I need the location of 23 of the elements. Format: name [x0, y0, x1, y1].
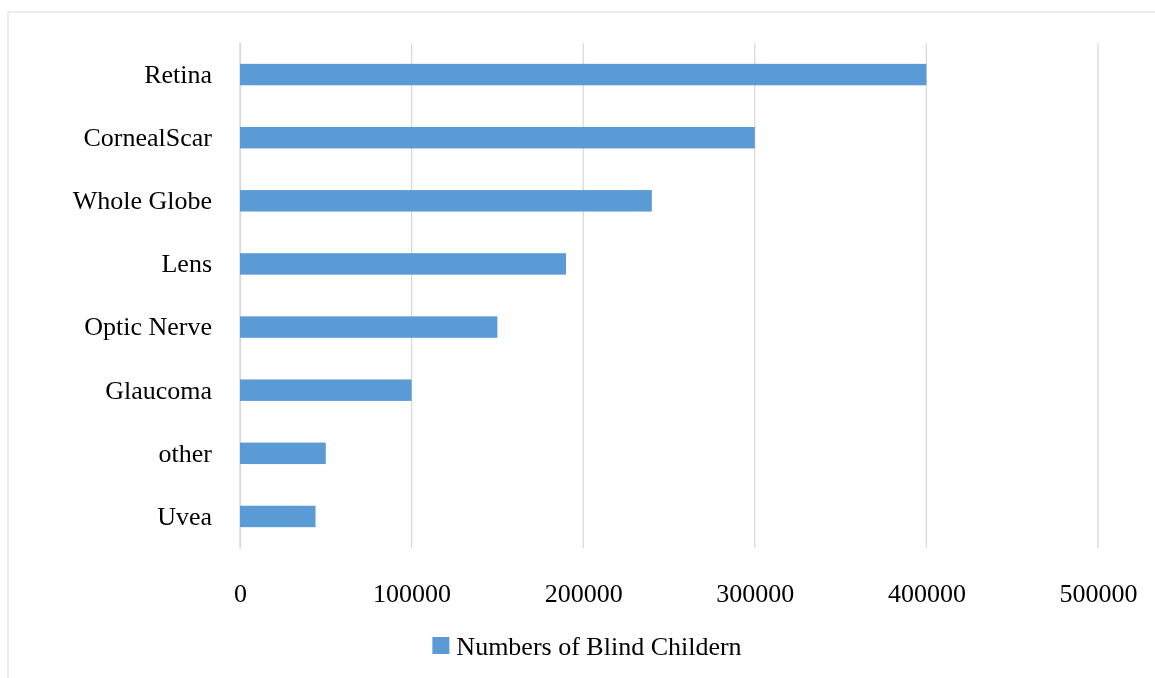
x-tick-label: 500000 [1059, 579, 1138, 609]
y-tick-label: Retina [144, 59, 213, 89]
bar [240, 316, 498, 338]
y-tick-label: Uvea [157, 501, 213, 531]
x-tick-label: 100000 [373, 579, 452, 609]
x-tick-label: 400000 [887, 579, 966, 609]
bar [240, 190, 652, 212]
bar [240, 126, 755, 149]
y-tick-label: Whole Globe [72, 186, 212, 216]
x-tick-label: 0 [234, 579, 247, 609]
y-tick-label: Optic Nerve [84, 312, 212, 342]
y-tick-label: Lens [161, 249, 212, 279]
y-tick-label: other [158, 438, 213, 468]
bar [240, 253, 567, 275]
bar [240, 505, 316, 528]
bar [240, 379, 412, 401]
bar [240, 63, 927, 86]
legend-label: Numbers of Blind Childern [456, 632, 742, 661]
x-tick-label: 300000 [716, 579, 795, 609]
bar [240, 442, 326, 465]
y-tick-label: Glaucoma [105, 375, 213, 405]
y-tick-label: CornealScar [83, 123, 213, 153]
x-tick-label: 200000 [544, 579, 623, 609]
